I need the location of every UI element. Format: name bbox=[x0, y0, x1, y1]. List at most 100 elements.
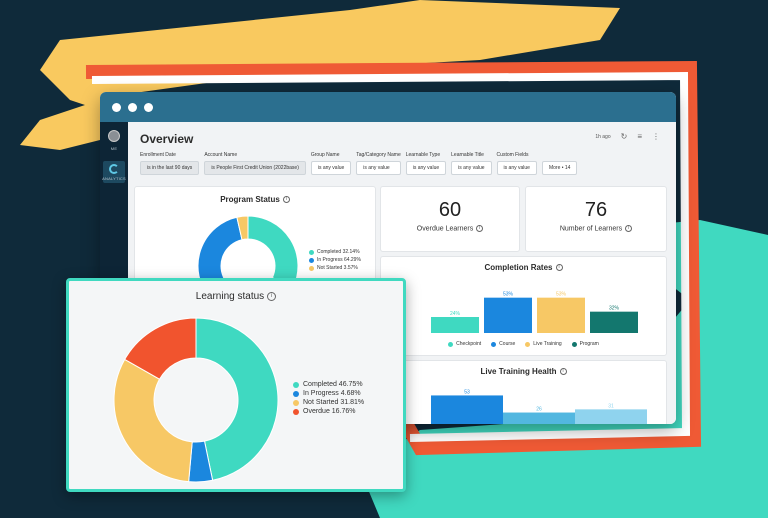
sidebar-user-label: ME bbox=[110, 146, 118, 151]
legend-label: In Progress 4.68% bbox=[303, 390, 361, 397]
legend-label: Not Started 3.57% bbox=[317, 265, 358, 271]
info-icon[interactable]: i bbox=[559, 368, 567, 376]
learning-status-donut bbox=[113, 317, 279, 483]
filter-learnable-type: Learnable Type is any value bbox=[405, 152, 447, 175]
bar bbox=[575, 409, 647, 424]
legend-item: Completed 32.14% bbox=[309, 249, 361, 255]
header-actions: 1h ago ↻ ≡ ⋮ bbox=[595, 132, 660, 141]
donut-slice bbox=[247, 215, 299, 289]
window-dot[interactable] bbox=[144, 102, 153, 112]
window-dot[interactable] bbox=[128, 102, 137, 112]
refresh-icon[interactable]: ↻ bbox=[620, 132, 628, 141]
donut-slice bbox=[124, 317, 197, 380]
more-vertical-icon[interactable]: ⋮ bbox=[652, 132, 660, 141]
live-training-health-chart: 53 26 31 bbox=[431, 389, 647, 424]
legend-label: Live Training bbox=[533, 341, 562, 347]
filter-more: More • 14 bbox=[541, 152, 578, 175]
filter-label: Custom Fields bbox=[496, 152, 529, 158]
card-title: Live Training Health i bbox=[381, 367, 666, 376]
filter-value[interactable]: is in the last 90 days bbox=[140, 161, 200, 175]
card-title-text: Program Status bbox=[220, 195, 280, 204]
learning-status-card: Learning status i Completed 46.75% In Pro… bbox=[66, 278, 406, 492]
filter-label: Learnable Type bbox=[405, 152, 441, 158]
legend-label: Checkpoint bbox=[456, 341, 482, 347]
donut-slice bbox=[236, 215, 249, 241]
white-border-stroke bbox=[91, 71, 691, 442]
kpi-value: 60 bbox=[438, 199, 462, 221]
bar bbox=[431, 395, 503, 424]
last-updated: 1h ago bbox=[595, 133, 611, 140]
legend-item: Course bbox=[491, 341, 515, 347]
filter-account-name: Account Name is People First Credit Unio… bbox=[204, 152, 306, 175]
info-icon[interactable]: i bbox=[625, 225, 633, 232]
filter-value[interactable]: is any value bbox=[405, 161, 447, 175]
completion-rates-card: Completion Rates i 24% 53% 53% 32% Checkpoin… bbox=[380, 256, 667, 356]
filter-bar: Enrollment Date is in the last 90 days A… bbox=[140, 152, 578, 175]
window-titlebar bbox=[100, 92, 676, 122]
legend-label: Course bbox=[499, 341, 516, 347]
filter-enrollment-date: Enrollment Date is in the last 90 days bbox=[140, 152, 200, 175]
more-filters-button[interactable]: More • 14 bbox=[541, 161, 578, 175]
learning-status-legend: Completed 46.75% In Progress 4.68% Not S… bbox=[293, 381, 364, 415]
info-icon[interactable]: i bbox=[282, 196, 290, 204]
kpi-label-text: Number of Learners bbox=[559, 225, 623, 233]
card-title-text: Completion Rates bbox=[484, 263, 553, 272]
filter-label: Account Name bbox=[204, 152, 238, 158]
bar-value-label: 53% bbox=[503, 292, 514, 298]
info-icon[interactable]: i bbox=[476, 225, 484, 232]
legend-label: In Progress 64.29% bbox=[317, 257, 361, 263]
bar-value-label: 31 bbox=[608, 403, 614, 409]
legend-swatch bbox=[309, 265, 314, 271]
filter-label: Group Name bbox=[310, 152, 340, 158]
legend-swatch bbox=[571, 341, 577, 347]
bar bbox=[590, 311, 638, 333]
kpi-label: Overdue Learners i bbox=[381, 225, 519, 232]
filter-value[interactable]: is any value bbox=[356, 161, 401, 175]
completion-rates-chart: 24% 53% 53% 32% bbox=[431, 292, 638, 333]
legend-swatch bbox=[293, 381, 299, 388]
bar-value-label: 53 bbox=[464, 389, 470, 395]
filter-value[interactable]: is any value bbox=[451, 161, 492, 175]
window-dot[interactable] bbox=[112, 102, 121, 112]
legend-item: In Progress 64.29% bbox=[309, 257, 361, 263]
card-title: Completion Rates i bbox=[381, 263, 666, 272]
legend-swatch bbox=[525, 341, 531, 347]
legend-item: In Progress 4.68% bbox=[293, 390, 364, 397]
live-training-health-card: Live Training Health i 53 26 31 bbox=[380, 360, 667, 424]
legend-label: Program bbox=[579, 341, 599, 347]
legend-swatch bbox=[448, 341, 454, 347]
filter-value[interactable]: is any value bbox=[496, 161, 537, 175]
filter-label: Enrollment Date bbox=[140, 152, 176, 158]
filter-group-name: Group Name is any value bbox=[310, 152, 352, 175]
kpi-card-learners: 76 Number of Learners i bbox=[525, 186, 667, 252]
donut-slice bbox=[113, 358, 193, 483]
filter-value[interactable]: is any value bbox=[310, 161, 352, 175]
bar bbox=[431, 317, 479, 333]
kpi-value: 76 bbox=[584, 199, 608, 221]
program-status-legend: Completed 32.14% In Progress 64.29% Not … bbox=[309, 249, 361, 271]
legend-item: Checkpoint bbox=[448, 341, 481, 347]
filter-label bbox=[542, 152, 577, 158]
bar-value-label: 53% bbox=[556, 292, 567, 298]
legend-label: Overdue 16.76% bbox=[303, 408, 356, 415]
completion-rates-legend: Checkpoint Course Live Training Program bbox=[381, 341, 666, 347]
kpi-label: Number of Learners i bbox=[526, 225, 666, 232]
info-icon[interactable]: i bbox=[267, 291, 277, 301]
filter-learnable-title: Learnable Title is any value bbox=[451, 152, 492, 175]
bar-value-label: 24% bbox=[450, 311, 461, 317]
sidebar-item-analytics[interactable]: ANALYTICS bbox=[102, 161, 126, 183]
card-title: Program Status i bbox=[135, 195, 375, 204]
filter-icon[interactable]: ≡ bbox=[637, 132, 642, 141]
legend-item: Overdue 16.76% bbox=[293, 408, 364, 415]
card-title-text: Learning status bbox=[195, 291, 265, 302]
legend-swatch bbox=[293, 390, 299, 397]
filter-tag-category: Tag/Category Name is any value bbox=[356, 152, 401, 175]
avatar[interactable] bbox=[108, 130, 120, 142]
filter-label: Tag/Category Name bbox=[356, 152, 401, 158]
filter-label: Learnable Title bbox=[451, 152, 484, 158]
card-title-text: Live Training Health bbox=[480, 367, 557, 376]
filter-custom-fields: Custom Fields is any value bbox=[496, 152, 537, 175]
info-icon[interactable]: i bbox=[555, 264, 563, 272]
filter-value[interactable]: is People First Credit Union (2022base) bbox=[204, 161, 306, 175]
